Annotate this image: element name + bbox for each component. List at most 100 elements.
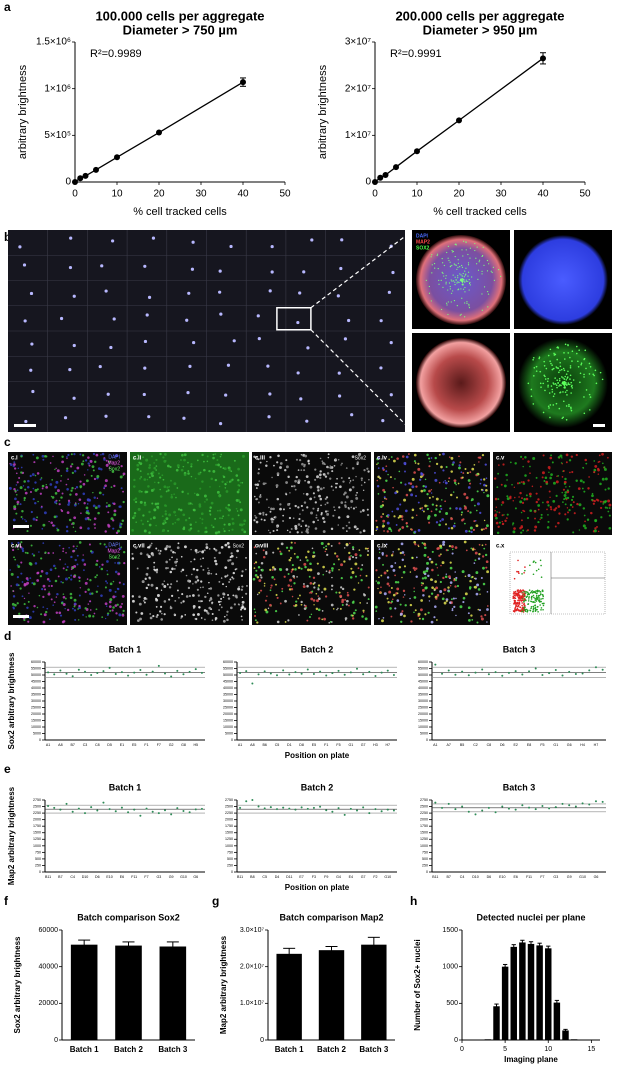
- texture-dot: [304, 565, 307, 569]
- texture-dot: [422, 484, 425, 488]
- point: [521, 673, 524, 676]
- texture-dot: [608, 514, 611, 517]
- texture-dot: [225, 490, 229, 493]
- texture-dot: [453, 605, 456, 608]
- texture-dot: [415, 556, 418, 559]
- point: [282, 806, 285, 809]
- texture-dot: [394, 574, 396, 577]
- texture-dot: [606, 456, 609, 459]
- texture-dot: [198, 606, 201, 609]
- texture-dot: [374, 605, 378, 609]
- texture-dot: [361, 615, 364, 618]
- thumb-dot: [522, 601, 525, 603]
- texture-dot: [54, 579, 58, 583]
- texture-dot: [23, 499, 26, 501]
- point: [588, 669, 591, 672]
- y-tick-label: 750: [227, 850, 233, 854]
- nucleus-dot: [562, 381, 564, 384]
- texture-dot: [88, 498, 92, 502]
- texture-dot: [377, 467, 380, 469]
- texture-dot: [582, 467, 585, 469]
- texture-dot: [594, 464, 598, 468]
- texture-dot: [49, 568, 53, 571]
- texture-dot: [141, 580, 145, 584]
- x-tick-label: 15: [587, 1046, 595, 1053]
- y-tick-label: 55000: [418, 666, 428, 670]
- texture-dot: [67, 501, 71, 504]
- nucleus-dot: [571, 387, 574, 389]
- texture-dot: [153, 462, 155, 464]
- texture-dot: [262, 549, 265, 552]
- texture-dot: [348, 482, 351, 484]
- texture-dot: [45, 571, 49, 575]
- texture-dot: [308, 592, 311, 594]
- texture-dot: [70, 453, 73, 456]
- texture-dot: [529, 509, 533, 513]
- texture-dot: [465, 496, 469, 500]
- texture-dot: [173, 613, 176, 616]
- aggregate-dot: [381, 419, 385, 423]
- texture-dot: [390, 587, 393, 590]
- texture-dot: [309, 497, 313, 501]
- aggregate-dot: [72, 396, 76, 400]
- texture-dot: [256, 593, 259, 596]
- x-tick-label: E5: [312, 743, 316, 747]
- texture-dot: [197, 530, 200, 533]
- nucleus-dot: [478, 261, 480, 263]
- nucleus-dot: [543, 364, 546, 367]
- texture-dot: [331, 470, 334, 473]
- point: [386, 808, 389, 811]
- texture-dot: [279, 507, 282, 511]
- texture-dot: [19, 503, 22, 506]
- texture-dot: [220, 597, 223, 600]
- nucleus-dot: [556, 379, 558, 382]
- texture-dot: [385, 498, 388, 500]
- texture-dot: [117, 529, 120, 533]
- point: [461, 670, 464, 673]
- point: [541, 674, 544, 676]
- texture-dot: [300, 531, 303, 534]
- texture-dot: [73, 598, 77, 602]
- texture-dot: [293, 577, 296, 579]
- texture-dot: [376, 479, 379, 482]
- texture-dot: [505, 473, 508, 477]
- nucleus-dot: [482, 246, 484, 248]
- texture-dot: [53, 515, 57, 519]
- texture-dot: [269, 531, 272, 534]
- nucleus-dot: [455, 244, 457, 246]
- texture-dot: [561, 491, 563, 494]
- micrograph: [252, 452, 371, 535]
- bar: [115, 945, 142, 1040]
- nucleus-dot: [454, 283, 456, 286]
- texture-dot: [176, 487, 179, 489]
- texture-dot: [415, 567, 418, 570]
- texture-dot: [114, 454, 118, 458]
- panel-label: g: [212, 894, 219, 908]
- texture-dot: [221, 480, 224, 483]
- nucleus-dot: [476, 263, 478, 265]
- thumb-dot: [535, 594, 538, 597]
- texture-dot: [520, 511, 523, 514]
- texture-dot: [153, 565, 156, 568]
- texture-dot: [590, 511, 593, 515]
- point: [434, 801, 437, 804]
- texture-dot: [174, 514, 177, 517]
- texture-dot: [603, 500, 607, 504]
- texture-dot: [23, 582, 27, 586]
- texture-dot: [272, 551, 275, 554]
- texture-dot: [317, 584, 321, 587]
- texture-dot: [473, 577, 476, 580]
- texture-dot: [241, 600, 245, 604]
- texture-dot: [192, 567, 196, 571]
- channel-label: Map2: [107, 548, 120, 554]
- texture-dot: [81, 454, 85, 457]
- texture-dot: [405, 522, 408, 525]
- point: [47, 805, 50, 808]
- aggregate-dot: [218, 269, 222, 273]
- texture-dot: [23, 603, 26, 606]
- texture-dot: [164, 521, 167, 524]
- texture-dot: [114, 590, 117, 593]
- point: [456, 117, 462, 124]
- nucleus-dot: [465, 273, 467, 275]
- texture-dot: [424, 576, 427, 580]
